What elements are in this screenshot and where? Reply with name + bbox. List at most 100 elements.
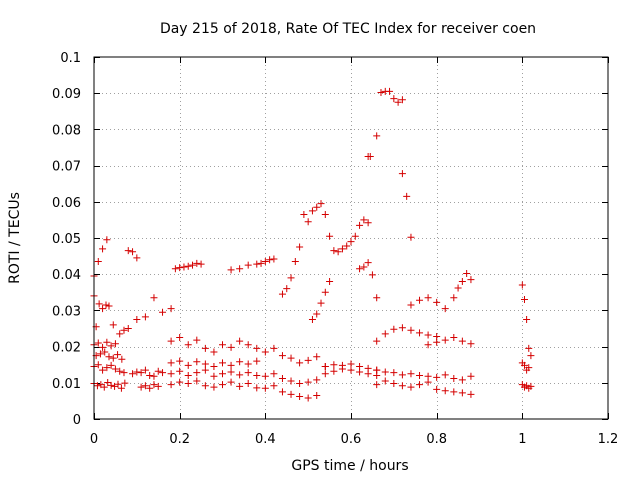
data-point [210, 363, 218, 371]
data-point [330, 247, 338, 255]
data-point [176, 378, 184, 386]
data-point [398, 96, 406, 104]
data-point [330, 367, 338, 375]
data-point [321, 210, 329, 218]
data-point [360, 263, 368, 271]
data-point [236, 371, 244, 379]
data-point [141, 382, 149, 390]
data-point [458, 277, 466, 285]
data-point [463, 269, 471, 277]
data-point [133, 254, 141, 262]
data-point [193, 369, 201, 377]
data-point [227, 266, 235, 274]
data-point [351, 232, 359, 240]
data-point [394, 98, 402, 106]
data-point [291, 258, 299, 266]
data-point [210, 372, 218, 380]
data-point [398, 324, 406, 332]
data-point [356, 363, 364, 371]
data-point [99, 245, 107, 253]
data-point [407, 326, 415, 334]
data-point [368, 271, 376, 279]
data-point [467, 372, 475, 380]
data-point [244, 261, 252, 269]
data-point [114, 380, 122, 388]
data-point [180, 263, 188, 271]
data-point [167, 359, 175, 367]
data-point [184, 361, 192, 369]
data-point [520, 361, 528, 369]
data-point [99, 305, 107, 313]
data-point [398, 371, 406, 379]
data-point [167, 337, 175, 345]
data-point [146, 372, 154, 380]
data-point [124, 247, 132, 255]
y-tick-label: 0.05 [52, 232, 81, 247]
data-point [424, 294, 432, 302]
data-point [167, 370, 175, 378]
data-point [137, 383, 145, 391]
data-point [287, 390, 295, 398]
data-point [105, 353, 113, 361]
data-point [210, 348, 218, 356]
data-point [201, 344, 209, 352]
data-point [109, 321, 117, 329]
data-point [99, 366, 107, 374]
data-point [321, 363, 329, 371]
data-point [287, 377, 295, 385]
data-point [450, 388, 458, 396]
x-tick-label: 0 [90, 432, 98, 447]
data-point [287, 354, 295, 362]
data-point [381, 368, 389, 376]
data-point [121, 379, 129, 387]
data-point [184, 262, 192, 270]
data-point [520, 296, 528, 304]
data-point [176, 264, 184, 272]
data-point [167, 381, 175, 389]
data-point [137, 369, 145, 377]
data-point [347, 360, 355, 368]
data-point [296, 380, 304, 388]
data-point [99, 343, 107, 351]
data-point [236, 358, 244, 366]
data-point [227, 368, 235, 376]
y-tick-label: 0.1 [60, 51, 81, 66]
data-point [441, 371, 449, 379]
data-point [219, 359, 226, 367]
data-point [343, 242, 351, 250]
data-point [450, 374, 458, 382]
data-point [313, 353, 321, 361]
data-point [150, 294, 158, 302]
data-point [433, 385, 441, 393]
data-point [407, 370, 415, 378]
data-point [184, 380, 192, 388]
y-tick-label: 0.07 [52, 160, 81, 175]
data-point [330, 361, 338, 369]
data-point [184, 341, 192, 349]
data-point [103, 364, 111, 372]
data-point [364, 364, 372, 372]
data-point [296, 243, 304, 251]
data-point [176, 357, 184, 365]
data-point [193, 259, 201, 267]
data-point [300, 210, 308, 218]
y-tick-label: 0.06 [52, 196, 81, 211]
data-point [117, 384, 125, 392]
data-point [107, 342, 115, 350]
data-point [159, 308, 167, 316]
data-point [433, 338, 441, 346]
data-point [304, 218, 312, 226]
data-point [433, 373, 441, 381]
data-point [424, 372, 432, 380]
data-point [210, 383, 218, 391]
data-point [373, 381, 381, 389]
data-point [407, 301, 415, 309]
y-tick-label: 0.08 [52, 123, 81, 138]
data-point [386, 87, 394, 95]
data-point [296, 393, 304, 401]
data-point [441, 305, 449, 313]
data-point [253, 344, 261, 352]
data-point [236, 265, 244, 273]
data-point [95, 300, 103, 308]
data-point [283, 285, 291, 293]
